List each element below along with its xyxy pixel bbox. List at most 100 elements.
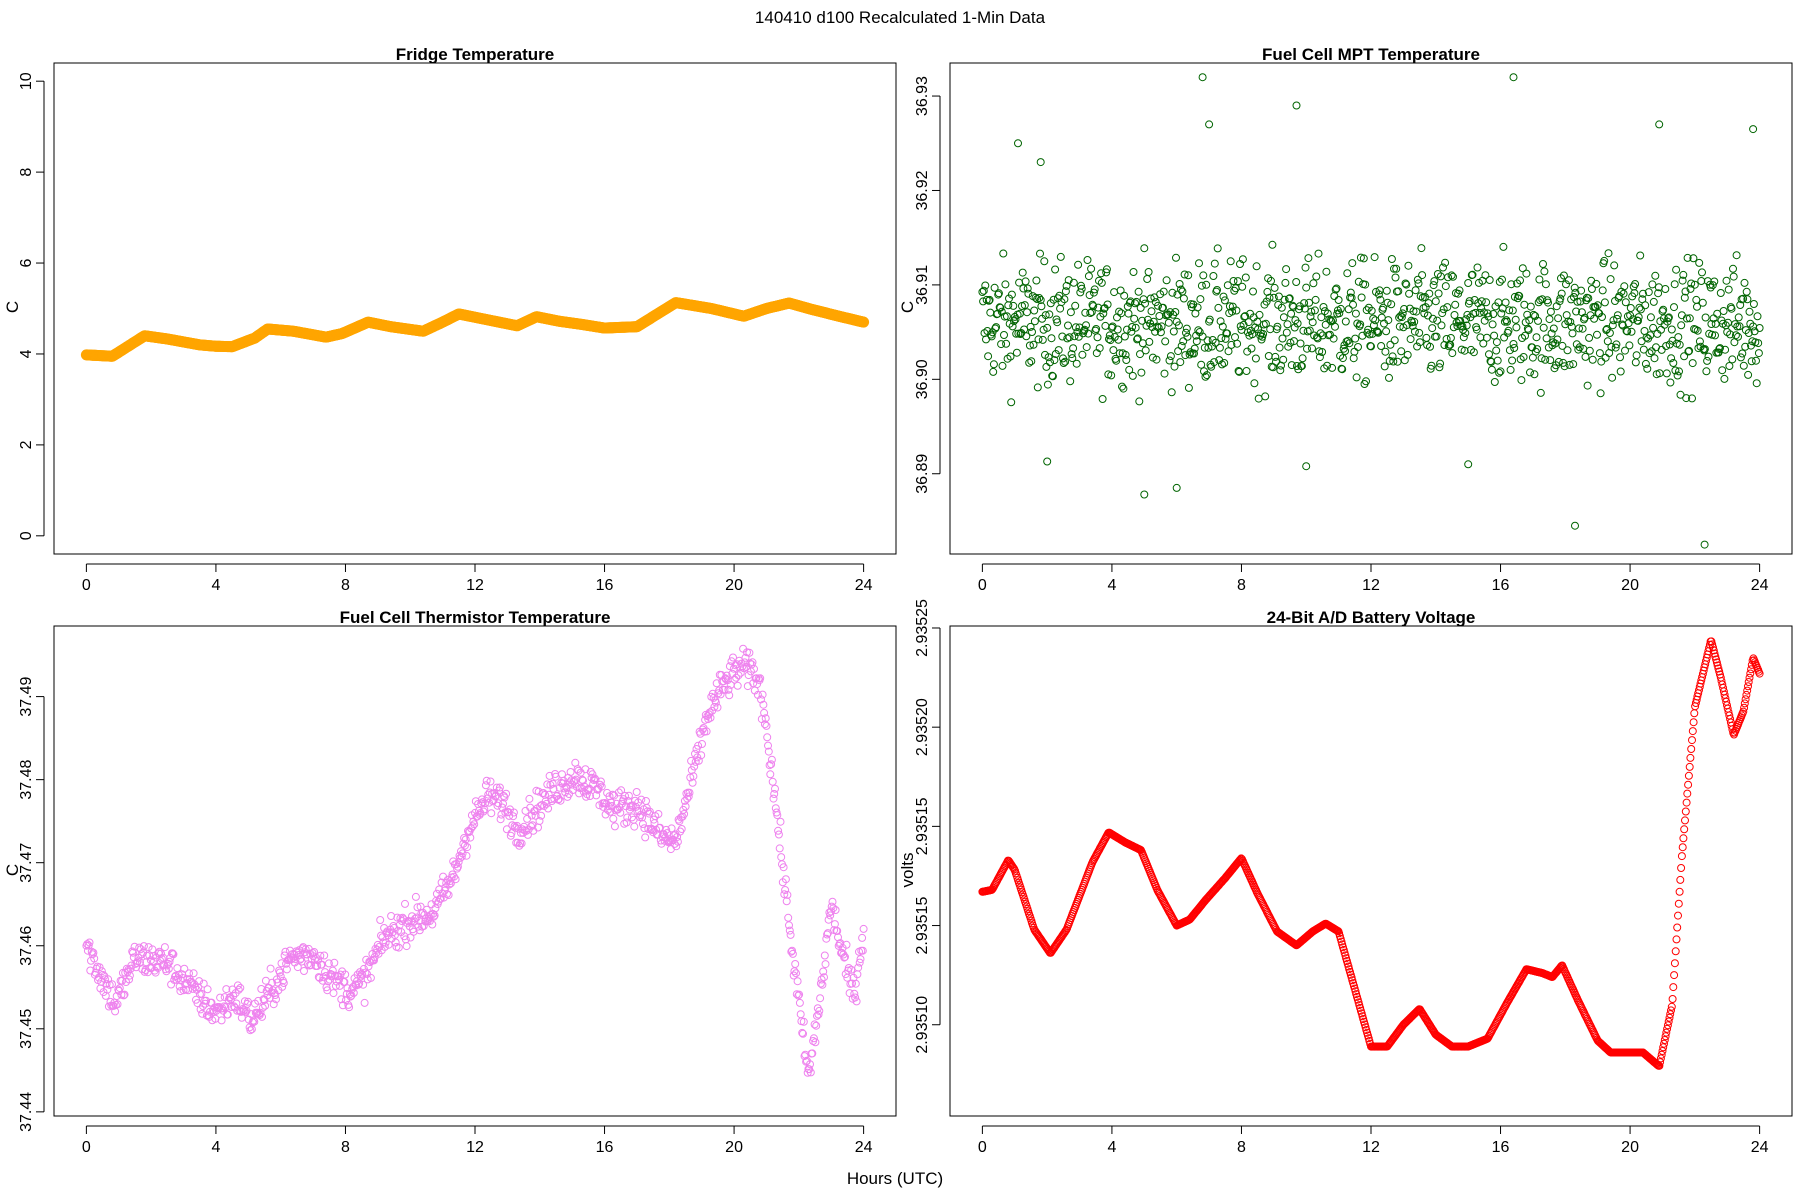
data-point	[1578, 324, 1587, 333]
x-tick-label: 20	[1621, 1139, 1639, 1156]
data-point	[1613, 311, 1622, 320]
x-tick-label: 24	[855, 1139, 873, 1156]
data-point	[806, 1060, 814, 1069]
data-point	[1667, 354, 1676, 363]
data-point	[1064, 321, 1072, 330]
data-point	[460, 841, 469, 850]
data-point	[1600, 256, 1609, 265]
data-point	[978, 288, 987, 296]
data-point	[523, 814, 532, 823]
data-point	[750, 664, 758, 673]
data-point	[1714, 348, 1723, 357]
data-point	[1668, 995, 1677, 1003]
data-point	[1336, 304, 1345, 313]
data-point	[1581, 352, 1590, 361]
data-point	[1286, 338, 1295, 347]
data-point	[775, 844, 784, 853]
data-point	[1082, 321, 1090, 330]
data-point	[528, 821, 537, 830]
data-point	[1524, 326, 1533, 334]
data-point	[1564, 276, 1573, 285]
data-point	[1479, 339, 1488, 348]
data-point	[1667, 325, 1676, 334]
data-point	[1711, 652, 1720, 661]
data-point	[1167, 388, 1176, 397]
data-point	[1233, 339, 1242, 348]
data-point	[328, 966, 337, 975]
data-point	[1117, 309, 1126, 318]
data-point	[376, 916, 385, 924]
data-point	[312, 953, 321, 962]
data-point	[1372, 327, 1381, 336]
x-tick-label: 0	[978, 1139, 987, 1156]
data-point	[1446, 334, 1455, 342]
data-point	[1238, 255, 1247, 264]
data-point	[1007, 290, 1016, 299]
data-point	[1009, 301, 1018, 310]
data-point	[1116, 286, 1125, 295]
data-point	[1209, 272, 1218, 280]
data-point	[1608, 373, 1617, 382]
data-point	[1179, 294, 1188, 303]
data-point	[1231, 284, 1240, 293]
data-point	[517, 839, 526, 848]
data-point	[1331, 322, 1339, 331]
data-point	[1177, 285, 1185, 294]
data-point	[1507, 280, 1516, 289]
data-point	[708, 689, 717, 698]
data-point	[349, 988, 358, 997]
data-point	[817, 975, 826, 984]
data-point	[1229, 277, 1238, 285]
data-point	[788, 946, 797, 955]
data-point	[1710, 277, 1719, 286]
data-point	[1615, 292, 1624, 301]
data-point	[281, 947, 290, 956]
data-point	[1674, 911, 1682, 920]
data-point	[496, 815, 505, 824]
data-point	[1473, 263, 1482, 272]
data-point	[1308, 318, 1317, 327]
data-point	[1143, 275, 1152, 283]
data-point	[540, 802, 549, 810]
data-point	[1429, 281, 1438, 290]
data-point	[1631, 358, 1640, 367]
data-point	[1197, 281, 1206, 290]
data-point	[729, 653, 737, 662]
data-point	[760, 720, 769, 729]
data-point	[677, 825, 686, 833]
data-point	[1464, 460, 1473, 469]
data-point	[1097, 269, 1106, 278]
data-point	[1383, 298, 1392, 307]
data-point	[1066, 308, 1075, 317]
data-point	[1184, 271, 1193, 280]
data-point	[1224, 347, 1233, 356]
data-point	[199, 979, 208, 988]
data-point	[278, 982, 287, 991]
data-point	[1028, 328, 1036, 336]
data-point	[1285, 294, 1294, 303]
data-point	[1630, 289, 1639, 298]
data-point	[803, 1068, 812, 1077]
data-point	[787, 947, 796, 956]
data-point	[1329, 334, 1338, 343]
data-point	[1144, 268, 1153, 276]
data-point	[1415, 328, 1424, 337]
y-tick-label: 6	[18, 258, 35, 267]
data-point	[765, 761, 774, 770]
data-point	[1349, 354, 1358, 363]
data-point	[445, 880, 454, 889]
data-point	[632, 788, 641, 796]
data-point	[694, 741, 703, 750]
data-point	[1475, 308, 1484, 317]
data-point	[1115, 349, 1124, 358]
data-point	[1334, 296, 1343, 304]
x-tick-label: 4	[1107, 577, 1116, 594]
data-point	[1351, 309, 1360, 318]
data-point	[1583, 381, 1592, 390]
data-point	[1681, 287, 1690, 296]
data-point	[1744, 678, 1753, 686]
data-point	[1122, 356, 1131, 364]
data-point	[628, 813, 636, 822]
data-point	[1141, 346, 1150, 355]
data-point	[1034, 335, 1043, 344]
